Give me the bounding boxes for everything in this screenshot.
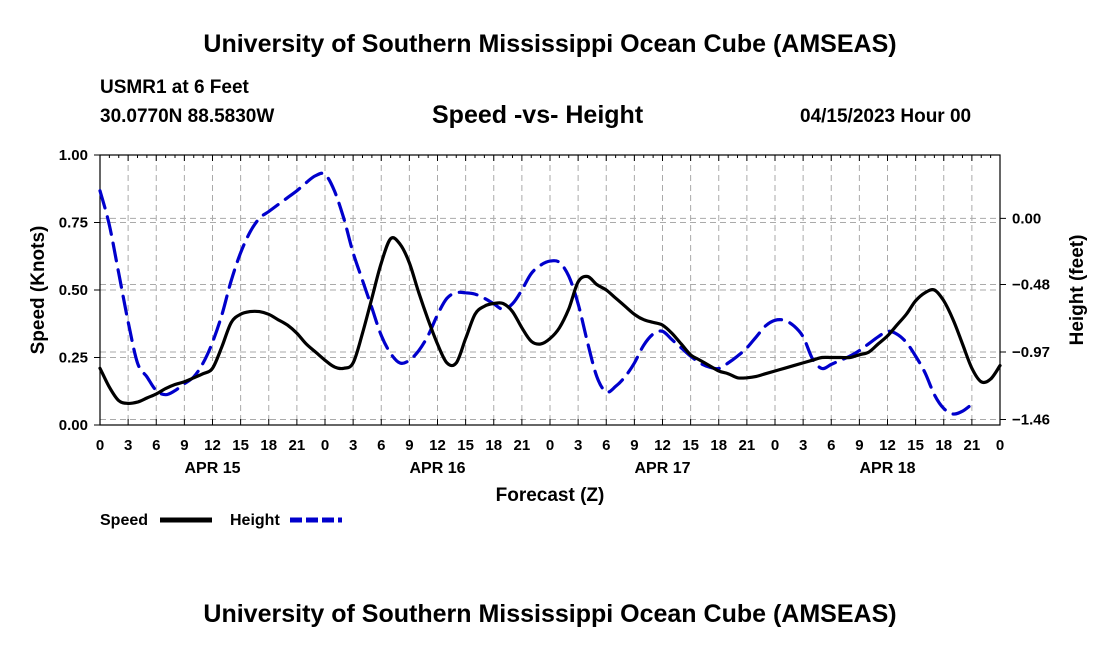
x-tick-label: 18 — [710, 437, 727, 454]
x-tick-label: 15 — [232, 437, 249, 454]
y-tick-label: 1.00 — [59, 147, 88, 164]
x-tick-label: 6 — [377, 437, 385, 454]
x-tick-label: 0 — [96, 437, 104, 454]
x-date-label: APR 18 — [859, 460, 915, 477]
y2-tick-label: −0.48 — [1012, 276, 1050, 293]
y-tick-label: 0.50 — [59, 282, 88, 299]
x-tick-label: 9 — [630, 437, 638, 454]
x-tick-label: 21 — [964, 437, 981, 454]
x-tick-label: 18 — [935, 437, 952, 454]
x-tick-label: 0 — [996, 437, 1004, 454]
x-tick-label: 21 — [289, 437, 306, 454]
run-date: 04/15/2023 Hour 00 — [800, 106, 972, 127]
y2-tick-label: 0.00 — [1012, 210, 1041, 227]
x-tick-label: 0 — [771, 437, 779, 454]
x-tick-label: 21 — [739, 437, 756, 454]
x-tick-label: 3 — [799, 437, 807, 454]
x-tick-label: 18 — [485, 437, 502, 454]
x-tick-label: 3 — [349, 437, 357, 454]
station-coordinates: 30.0770N 88.5830W — [100, 106, 275, 127]
y2-tick-label: −0.97 — [1012, 344, 1050, 361]
x-tick-label: 0 — [321, 437, 329, 454]
x-tick-label: 9 — [405, 437, 413, 454]
legend-label-speed: Speed — [100, 512, 148, 529]
x-tick-label: 12 — [429, 437, 446, 454]
x-tick-label: 15 — [457, 437, 474, 454]
x-tick-label: 3 — [124, 437, 132, 454]
x-tick-label: 9 — [180, 437, 188, 454]
x-tick-label: 3 — [574, 437, 582, 454]
x-axis-label: Forecast (Z) — [496, 485, 605, 506]
y-axis-ticks: 0.00 0.25 0.50 0.75 1.00 — [59, 147, 100, 434]
legend-label-height: Height — [230, 512, 280, 529]
x-axis-date-labels: APR 15 APR 16 APR 17 APR 18 — [184, 460, 915, 477]
x-date-label: APR 16 — [409, 460, 465, 477]
y-tick-label: 0.00 — [59, 417, 88, 434]
x-tick-label: 12 — [654, 437, 671, 454]
x-tick-label: 6 — [602, 437, 610, 454]
x-date-label: APR 17 — [634, 460, 690, 477]
series-lines — [98, 171, 1002, 416]
chart-title: Speed -vs- Height — [432, 101, 644, 129]
y-axis-label: Speed (Knots) — [28, 226, 49, 355]
x-tick-label: 12 — [204, 437, 221, 454]
x-tick-label: 6 — [827, 437, 835, 454]
x-date-label: APR 15 — [184, 460, 240, 477]
y2-axis-ticks: −1.46 −0.97 −0.48 0.00 — [1000, 210, 1050, 428]
y-tick-label: 0.25 — [59, 350, 88, 367]
station-label: USMR1 at 6 Feet — [100, 77, 249, 98]
top-tick-marks — [99, 155, 1001, 161]
height-series-line — [98, 171, 974, 416]
chart-legend: Speed Height — [100, 512, 342, 529]
footer-title: University of Southern Mississippi Ocean… — [203, 600, 897, 628]
page-title: University of Southern Mississippi Ocean… — [203, 30, 897, 58]
speed-series-line — [98, 236, 1002, 406]
x-tick-label: 18 — [260, 437, 277, 454]
chart-grid — [100, 155, 1000, 425]
x-tick-label: 12 — [879, 437, 896, 454]
x-tick-label: 15 — [907, 437, 924, 454]
y2-tick-label: −1.46 — [1012, 411, 1050, 428]
x-tick-label: 6 — [152, 437, 160, 454]
x-axis-ticks: 0 3 6 9 12 15 18 21 0 3 6 9 12 15 18 21 0 3 6 9 12 15 18 21 0 3 6 9… — [96, 419, 1004, 454]
y-tick-label: 0.75 — [59, 215, 88, 232]
x-tick-label: 21 — [514, 437, 531, 454]
y2-axis-label: Height (feet) — [1067, 235, 1088, 346]
x-tick-label: 9 — [855, 437, 863, 454]
x-tick-label: 15 — [682, 437, 699, 454]
x-tick-label: 0 — [546, 437, 554, 454]
